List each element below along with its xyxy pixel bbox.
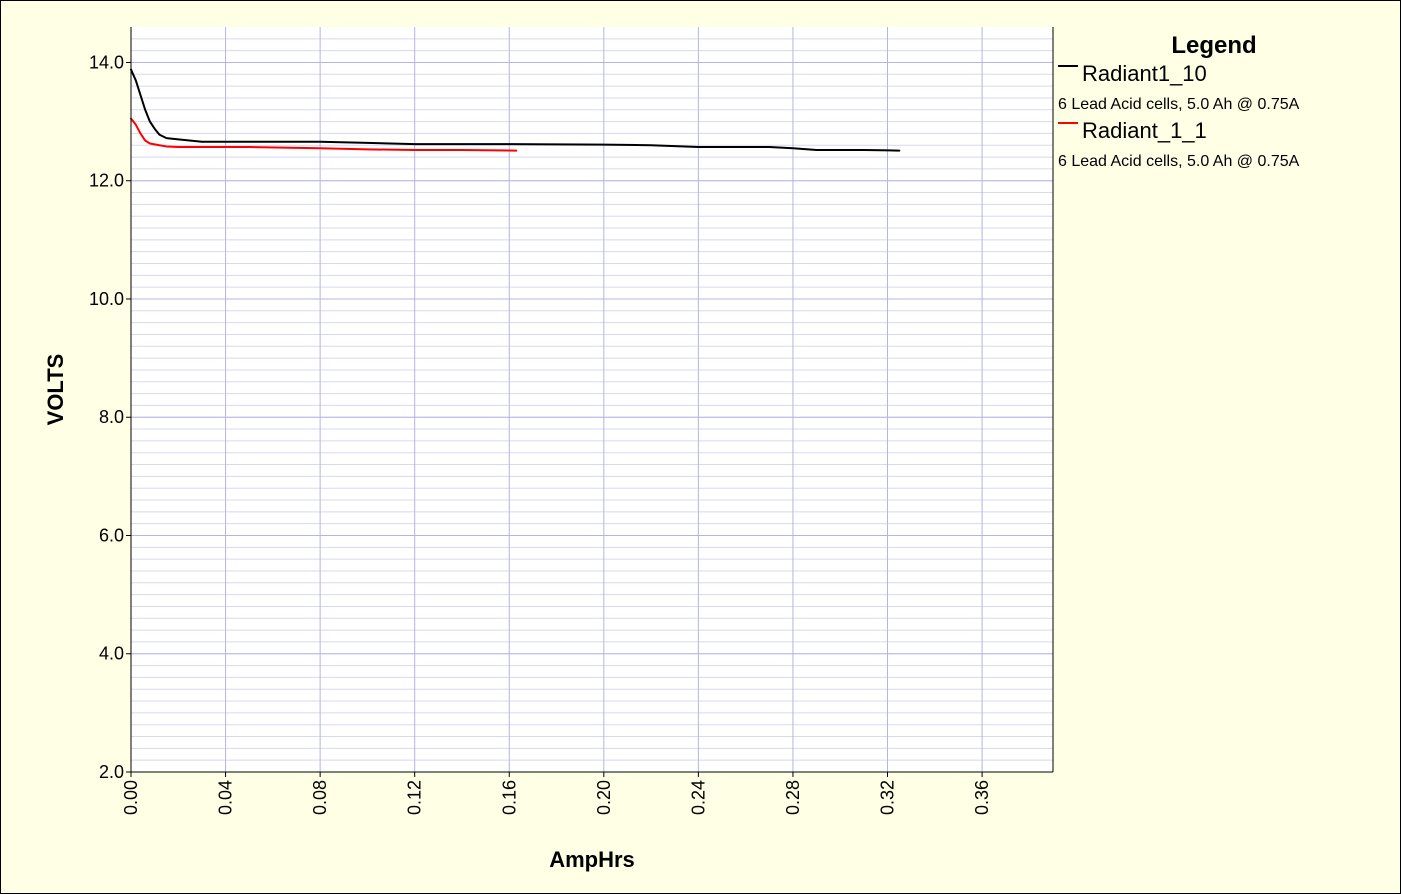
y-tick-label: 2.0 [99, 762, 124, 782]
x-tick-label: 0.16 [499, 780, 519, 815]
legend-title: Legend [1171, 32, 1256, 59]
x-tick-label: 0.20 [594, 780, 614, 815]
series-line-Radiant1_10 [130, 68, 901, 152]
legend-series-name: Radiant1_10 [1082, 61, 1207, 86]
legend: Legend Radiant1_10 6 Lead Acid cells, 5.0… [1058, 32, 1300, 170]
y-tick-label: 12.0 [89, 171, 124, 191]
x-tick-label: 0.04 [216, 780, 236, 815]
x-tick-label: 0.24 [688, 780, 708, 815]
major-grid [130, 27, 1053, 773]
legend-series-description: 6 Lead Acid cells, 5.0 Ah @ 0.75A [1058, 153, 1300, 170]
legend-series-description: 6 Lead Acid cells, 5.0 Ah @ 0.75A [1058, 96, 1300, 113]
y-tick-label: 4.0 [99, 644, 124, 664]
x-tick-label: 0.00 [121, 780, 141, 815]
x-tick-label: 0.28 [783, 780, 803, 815]
y-axis-title: VOLTS [43, 354, 68, 426]
axes [130, 27, 1054, 773]
y-tick-label: 14.0 [89, 52, 124, 72]
x-tick-label: 0.36 [972, 780, 992, 815]
series-line-Radiant_1_1 [130, 117, 518, 152]
x-tick-label: 0.12 [405, 780, 425, 815]
tick-labels: 2.0 4.0 6.0 8.0 10.0 12.0 14.0 0.00 0.04 0.08 0.12… [89, 52, 992, 815]
x-tick-label: 0.32 [878, 780, 898, 815]
legend-series-name: Radiant_1_1 [1082, 118, 1207, 143]
legend-items: Radiant1_10 6 Lead Acid cells, 5.0 Ah @ 0… [1058, 61, 1300, 170]
series-layer [130, 68, 901, 152]
y-tick-label: 10.0 [89, 289, 124, 309]
y-tick-label: 8.0 [99, 407, 124, 427]
x-axis-title: AmpHrs [549, 847, 635, 872]
plot-area [131, 27, 1053, 772]
y-tick-label: 6.0 [99, 525, 124, 545]
x-tick-label: 0.08 [310, 780, 330, 815]
